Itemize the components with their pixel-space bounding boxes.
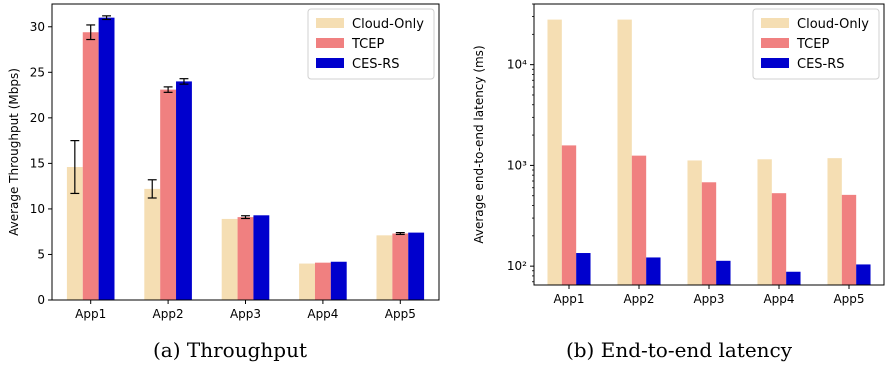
y-tick-label: 10 [30,202,45,216]
bar-cloud-only-app1 [66,167,83,300]
y-tick-label: 25 [30,65,45,79]
legend-label: TCEP [351,37,384,52]
latency-x-ticks: App1 App2 App3 App4 App5 [553,285,865,306]
bar-tcep-app5 [392,233,409,300]
throughput-bars [66,17,425,301]
bar-ces-rs-app1 [576,253,591,285]
x-tick-label: App5 [833,292,864,306]
bar-tcep-app2 [160,89,177,300]
latency-caption: (b) End-to-end latency [566,338,793,362]
bar-cloud-only-app3 [221,218,238,300]
bar-ces-rs-app2 [646,257,661,285]
x-tick-label: App4 [307,307,338,321]
bar-tcep-app1 [82,32,99,300]
legend-label: TCEP [796,37,829,52]
legend-label: Cloud-Only [352,17,424,32]
x-tick-label: App1 [75,307,106,321]
bar-cloud-only-app3 [687,160,702,285]
throughput-chart: 0 5 10 15 20 25 30 App1 App2 App3 App4 App5 Averag… [7,3,440,362]
y-tick-label: 10³ [507,158,527,172]
bar-ces-rs-app3 [253,215,270,300]
bar-cloud-only-app5 [827,158,842,285]
throughput-x-ticks: App1 App2 App3 App4 App5 [75,300,416,321]
legend-swatch [316,38,344,48]
bar-ces-rs-app5 [408,232,425,300]
legend-swatch [761,38,789,48]
legend-label: CES-RS [797,57,845,72]
throughput-caption: (a) Throughput [153,338,307,362]
legend-swatch [316,18,344,28]
bar-ces-rs-app3 [716,260,731,285]
bar-ces-rs-app4 [786,271,801,285]
bar-ces-rs-app1 [98,17,115,301]
y-tick-label: 30 [30,20,45,34]
x-tick-label: App2 [153,307,184,321]
y-tick-label: 10⁴ [507,58,527,72]
y-tick-label: 20 [30,111,45,125]
x-tick-label: App2 [623,292,654,306]
x-tick-label: App1 [553,292,584,306]
bar-ces-rs-app2 [176,81,192,301]
legend-swatch [761,58,789,68]
legend-label: Cloud-Only [797,17,869,32]
bar-cloud-only-app1 [547,19,562,285]
bar-tcep-app1 [561,145,577,285]
bar-ces-rs-app5 [856,264,871,285]
y-tick-label: 0 [37,293,45,307]
bar-tcep-app2 [631,155,647,285]
bar-cloud-only-app4 [757,159,772,285]
legend-swatch [761,18,789,28]
bar-cloud-only-app2 [144,188,161,300]
throughput-y-axis-label: Average Throughput (Mbps) [7,68,21,236]
latency-y-ticks: 10² 10³ 10⁴ [507,3,534,283]
legend-swatch [316,58,344,68]
legend-label: CES-RS [352,57,400,72]
bar-tcep-app3 [701,182,717,285]
bar-cloud-only-app5 [376,235,393,300]
latency-chart: 10² 10³ 10⁴ App1 App2 App3 App4 App5 Average e… [472,3,885,362]
latency-legend: Cloud-Only TCEP CES-RS [752,8,880,80]
throughput-y-ticks: 0 5 10 15 20 25 30 [30,20,52,307]
bar-ces-rs-app4 [330,261,347,300]
bar-tcep-app3 [237,217,254,300]
bar-cloud-only-app2 [617,19,632,285]
y-tick-label: 10² [507,259,527,273]
bar-tcep-app4 [314,262,331,300]
bar-tcep-app5 [841,194,857,285]
latency-bars [547,19,871,285]
latency-y-axis-label: Average end-to-end latency (ms) [472,45,486,243]
y-tick-label: 5 [37,247,45,261]
x-tick-label: App3 [693,292,724,306]
x-tick-label: App5 [385,307,416,321]
throughput-legend: Cloud-Only TCEP CES-RS [307,8,435,80]
x-tick-label: App3 [230,307,261,321]
bar-tcep-app4 [771,193,787,285]
throughput-error-bars [70,15,405,236]
x-tick-label: App4 [763,292,794,306]
y-tick-label: 15 [30,156,45,170]
bar-cloud-only-app4 [299,263,315,300]
